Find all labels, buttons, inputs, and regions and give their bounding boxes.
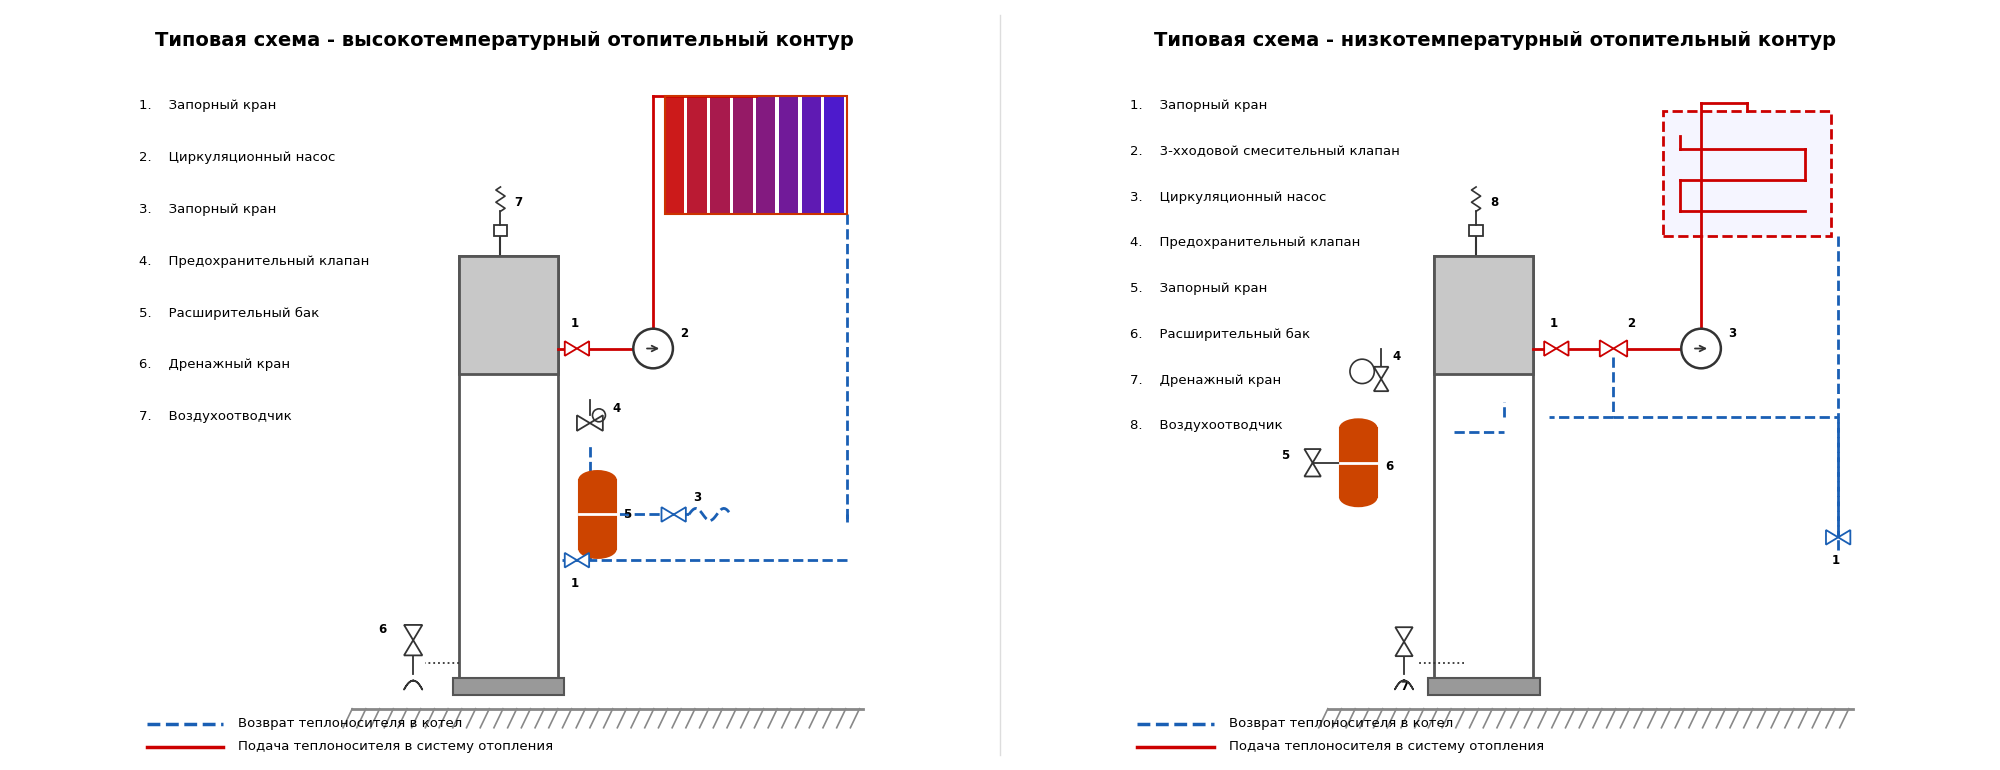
Bar [734,95,752,213]
Bar [452,678,564,695]
Text: 5: 5 [622,508,630,521]
Text: 4.    Предохранительный клапан: 4. Предохранительный клапан [1130,236,1360,249]
Bar [458,256,558,374]
Polygon shape [1304,463,1320,477]
Bar [1434,256,1534,374]
Polygon shape [564,341,576,356]
Polygon shape [576,415,590,431]
Polygon shape [1838,530,1850,544]
Text: 4: 4 [612,402,620,415]
Text: 3: 3 [692,490,700,504]
Bar [664,95,848,213]
Bar [664,95,684,213]
Polygon shape [576,341,590,356]
Text: 5: 5 [1282,449,1290,462]
Bar [458,256,558,678]
Polygon shape [662,507,674,522]
Bar [580,480,616,549]
Bar [1662,111,1830,236]
Text: 4: 4 [1392,350,1400,363]
Text: 1: 1 [1832,554,1840,567]
Text: 3: 3 [1728,327,1736,340]
Ellipse shape [1340,488,1376,506]
Circle shape [1682,329,1720,368]
Text: 7: 7 [1400,680,1408,693]
Text: 2.    3-хходовой смесительный клапан: 2. 3-хходовой смесительный клапан [1130,145,1400,158]
Text: 6.    Расширительный бак: 6. Расширительный бак [1130,328,1310,341]
Text: Типовая схема - высокотемпературный отопительный контур: Типовая схема - высокотемпературный отоп… [156,31,854,50]
Text: 1: 1 [570,577,578,590]
Text: Возврат теплоносителя в котел: Возврат теплоносителя в котел [1228,718,1454,731]
Text: Подача теплоносителя в систему отопления: Подача теплоносителя в систему отопления [1228,740,1544,753]
Polygon shape [1396,628,1412,641]
Text: 7.    Воздухоотводчик: 7. Воздухоотводчик [138,410,292,424]
Text: 4.    Предохранительный клапан: 4. Предохранительный клапан [138,255,370,268]
Text: 8: 8 [1490,196,1498,209]
Bar [824,95,844,213]
Polygon shape [1600,340,1614,357]
Text: 7.    Дренажный кран: 7. Дренажный кран [1130,373,1282,387]
Bar [802,95,822,213]
Text: 1: 1 [570,317,578,330]
Bar [688,95,706,213]
Bar [1434,256,1534,678]
Text: Подача теплоносителя в систему отопления: Подача теплоносителя в систему отопления [238,740,554,753]
Text: 6: 6 [378,622,386,635]
Polygon shape [590,415,602,431]
Text: 1: 1 [1550,317,1558,330]
Polygon shape [1374,379,1388,391]
Text: 5.    Запорный кран: 5. Запорный кран [1130,282,1268,295]
Bar [494,225,508,236]
Bar [778,95,798,213]
Bar [1470,225,1482,236]
Text: 8.    Воздухоотводчик: 8. Воздухоотводчик [1130,420,1282,432]
Polygon shape [1826,530,1838,544]
Text: 5.    Расширительный бак: 5. Расширительный бак [138,306,320,320]
Polygon shape [1556,341,1568,356]
Polygon shape [674,507,686,522]
Bar [756,95,776,213]
Text: 7: 7 [514,196,522,209]
Ellipse shape [1340,420,1376,437]
Text: 1.    Запорный кран: 1. Запорный кран [1130,99,1268,112]
Ellipse shape [580,471,616,490]
Polygon shape [1304,449,1320,463]
Text: Типовая схема - низкотемпературный отопительный контур: Типовая схема - низкотемпературный отопи… [1154,31,1836,50]
Polygon shape [404,640,422,655]
Text: 1.    Запорный кран: 1. Запорный кран [138,99,276,112]
Polygon shape [1544,341,1556,356]
Circle shape [634,329,672,368]
Text: 3.    Запорный кран: 3. Запорный кран [138,203,276,216]
Text: 6: 6 [1384,460,1394,474]
Text: 3.    Циркуляционный насос: 3. Циркуляционный насос [1130,191,1326,204]
Text: Возврат теплоносителя в котел: Возврат теплоносителя в котел [238,718,462,731]
Text: 6.    Дренажный кран: 6. Дренажный кран [138,358,290,371]
Bar [1340,428,1376,497]
Polygon shape [1374,367,1388,379]
Text: 2: 2 [680,327,688,340]
Bar [1428,678,1540,695]
Polygon shape [576,553,590,567]
Polygon shape [1396,641,1412,656]
Polygon shape [1614,340,1628,357]
Ellipse shape [580,540,616,558]
Text: 2.    Циркуляционный насос: 2. Циркуляционный насос [138,151,336,164]
Polygon shape [564,553,576,567]
Text: 2: 2 [1628,317,1636,330]
Polygon shape [404,625,422,640]
Bar [710,95,730,213]
